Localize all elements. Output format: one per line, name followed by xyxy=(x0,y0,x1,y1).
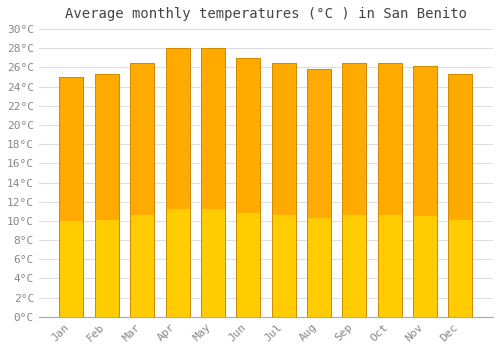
Bar xyxy=(378,63,402,215)
Bar xyxy=(236,58,260,317)
Bar xyxy=(378,63,402,317)
Bar xyxy=(95,74,119,317)
Bar xyxy=(413,65,437,216)
Bar xyxy=(342,63,366,317)
Bar xyxy=(95,74,119,220)
Bar xyxy=(236,58,260,213)
Bar xyxy=(130,63,154,215)
Bar xyxy=(307,69,331,317)
Bar xyxy=(378,63,402,317)
Bar xyxy=(413,65,437,317)
Bar xyxy=(60,77,84,317)
Bar xyxy=(272,63,295,317)
Bar xyxy=(272,63,295,215)
Bar xyxy=(342,63,366,215)
Bar xyxy=(413,65,437,317)
Bar xyxy=(166,48,190,317)
Bar xyxy=(307,69,331,218)
Bar xyxy=(342,63,366,317)
Bar xyxy=(448,74,472,317)
Bar xyxy=(201,48,225,317)
Bar xyxy=(236,58,260,317)
Bar xyxy=(272,63,295,317)
Bar xyxy=(448,74,472,317)
Bar xyxy=(307,69,331,317)
Bar xyxy=(130,63,154,317)
Bar xyxy=(166,48,190,209)
Bar xyxy=(201,48,225,317)
Title: Average monthly temperatures (°C ) in San Benito: Average monthly temperatures (°C ) in Sa… xyxy=(65,7,467,21)
Bar xyxy=(201,48,225,209)
Bar xyxy=(95,74,119,317)
Bar xyxy=(448,74,472,220)
Bar xyxy=(166,48,190,317)
Bar xyxy=(60,77,84,317)
Bar xyxy=(60,77,84,221)
Bar xyxy=(130,63,154,317)
